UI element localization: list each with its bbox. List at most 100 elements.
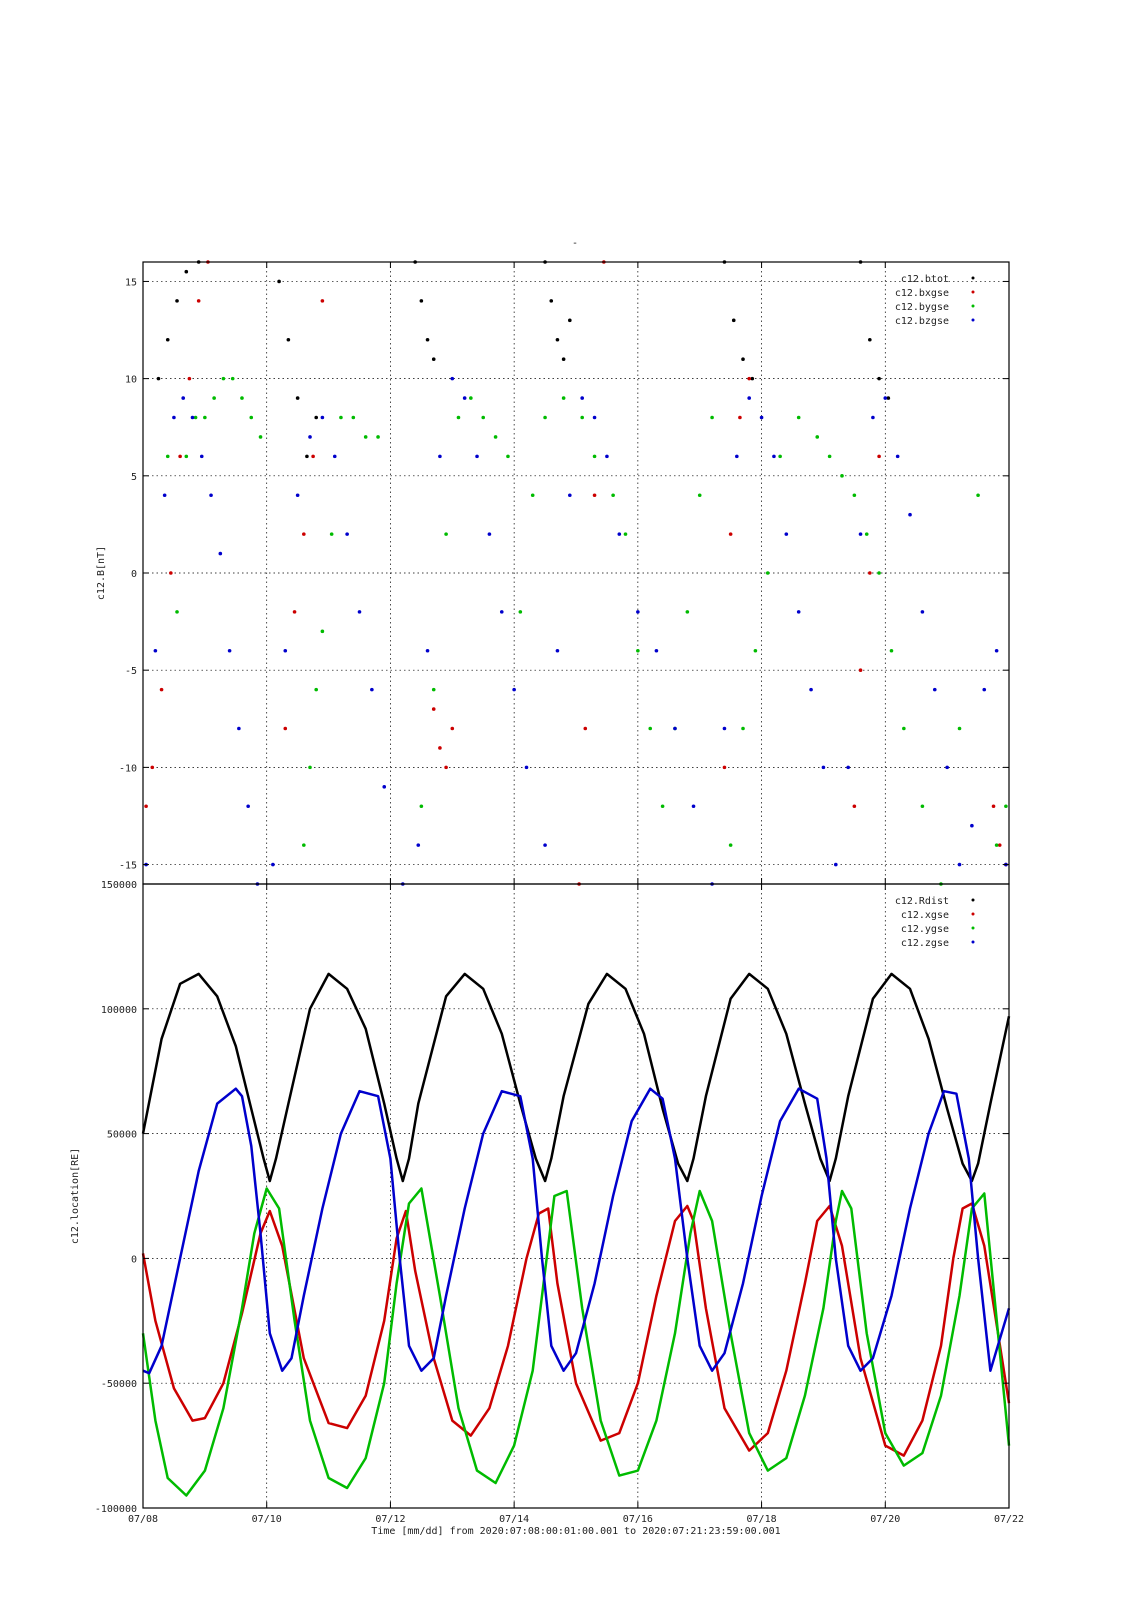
data-point xyxy=(246,804,250,809)
data-point xyxy=(821,765,826,770)
data-point xyxy=(456,415,461,420)
data-point xyxy=(499,610,504,614)
data-point xyxy=(277,279,281,284)
data-point xyxy=(982,687,987,692)
data-point xyxy=(580,415,584,420)
data-point xyxy=(382,785,387,789)
data-point xyxy=(172,415,176,420)
panel-location: 150000 100000 50000 0 -50000 -100000 c12.loca… xyxy=(70,880,1011,1515)
data-point xyxy=(648,726,653,731)
data-point xyxy=(617,532,622,536)
data-point xyxy=(731,318,736,323)
data-point xyxy=(889,648,894,653)
legend-marker xyxy=(971,276,975,280)
y-tick-label: 100000 xyxy=(101,1005,137,1016)
data-point xyxy=(858,668,863,672)
x-axis-ticks: 07/08 07/10 07/12 07/14 07/16 07/18 07/20 07/22 xyxy=(128,262,1024,1525)
data-point xyxy=(438,454,442,459)
data-point xyxy=(858,532,863,536)
data-point xyxy=(957,726,962,731)
y-tick-label: 15 xyxy=(125,277,137,288)
data-point xyxy=(815,435,820,439)
data-point xyxy=(271,862,275,867)
data-point xyxy=(722,765,727,770)
panel0-y-ticks: 15 10 5 0 -5 -10 -15 xyxy=(119,277,1009,872)
data-point xyxy=(784,532,789,536)
data-point xyxy=(181,396,186,400)
data-point xyxy=(175,299,179,303)
data-point xyxy=(747,376,751,381)
data-point xyxy=(320,299,325,303)
data-point xyxy=(895,454,900,459)
x-tick-label: 07/22 xyxy=(994,1514,1024,1525)
x-tick-label: 07/10 xyxy=(252,1514,282,1525)
series-c12-btot xyxy=(156,260,891,459)
data-point xyxy=(302,843,306,847)
y-tick-label: -100000 xyxy=(95,1504,137,1515)
data-point xyxy=(376,435,380,439)
data-point xyxy=(840,474,844,478)
data-point xyxy=(846,765,850,770)
panel-magnetic-field: 15 10 5 0 -5 -10 -15 c12.B[nT] c12.btot c12.bxg… xyxy=(96,260,1010,886)
data-point xyxy=(991,804,996,809)
data-point xyxy=(778,454,782,459)
data-point xyxy=(283,648,288,653)
legend-label: c12.ygse xyxy=(901,924,949,935)
data-point xyxy=(450,376,455,381)
legend-marker xyxy=(971,926,975,930)
data-point xyxy=(685,610,690,614)
data-point xyxy=(150,765,155,770)
data-point xyxy=(932,687,937,692)
data-point xyxy=(475,454,479,459)
data-point xyxy=(902,726,906,731)
legend-label: c12.bxgse xyxy=(895,288,949,299)
data-point xyxy=(728,532,733,536)
data-point xyxy=(311,454,315,459)
data-point xyxy=(320,629,325,634)
data-point xyxy=(530,493,535,498)
data-point xyxy=(592,493,597,498)
series-c12-Rdist xyxy=(141,972,1011,1183)
x-tick-label: 07/12 xyxy=(375,1514,405,1525)
data-point xyxy=(218,551,223,556)
y-tick-label: -50000 xyxy=(101,1379,137,1390)
y-tick-label: 0 xyxy=(131,1254,137,1265)
panel1-legend: c12.Rdist c12.xgse c12.ygse c12.zgse xyxy=(895,896,975,949)
data-point xyxy=(868,571,872,575)
panel1-y-ticks: 150000 100000 50000 0 -50000 -100000 xyxy=(95,880,1009,1515)
data-point xyxy=(549,299,554,303)
data-point xyxy=(314,687,319,692)
legend-marker xyxy=(971,318,975,322)
legend-label: c12.bzgse xyxy=(895,316,949,327)
legend-label: c12.bygse xyxy=(895,302,949,313)
data-point xyxy=(237,726,241,731)
legend-marker xyxy=(971,304,975,308)
legend-label: c12.Rdist xyxy=(895,896,949,907)
data-point xyxy=(741,726,745,731)
y-tick-label: -5 xyxy=(125,666,137,677)
data-point xyxy=(305,454,309,459)
series-c12-bygse xyxy=(165,376,1008,886)
data-point xyxy=(877,376,881,381)
data-point xyxy=(735,454,739,459)
data-point xyxy=(363,435,368,439)
legend-label: c12.xgse xyxy=(901,910,949,921)
data-point xyxy=(351,415,356,420)
y-tick-label: -15 xyxy=(119,861,137,872)
data-point xyxy=(738,415,742,420)
data-point xyxy=(227,648,232,653)
data-point xyxy=(419,804,424,809)
data-point xyxy=(419,299,424,303)
data-point xyxy=(976,493,980,498)
series-c12-bzgse xyxy=(144,376,1008,886)
data-point xyxy=(178,454,182,459)
series-c12-ygse xyxy=(141,1187,1011,1497)
data-point xyxy=(153,648,158,653)
data-point xyxy=(710,415,714,420)
data-point xyxy=(462,396,467,400)
data-point xyxy=(481,415,486,420)
y-tick-label: -10 xyxy=(119,763,137,774)
data-point xyxy=(555,337,560,342)
y-tick-label: 0 xyxy=(131,569,137,580)
legend-label: c12.zgse xyxy=(901,938,949,949)
